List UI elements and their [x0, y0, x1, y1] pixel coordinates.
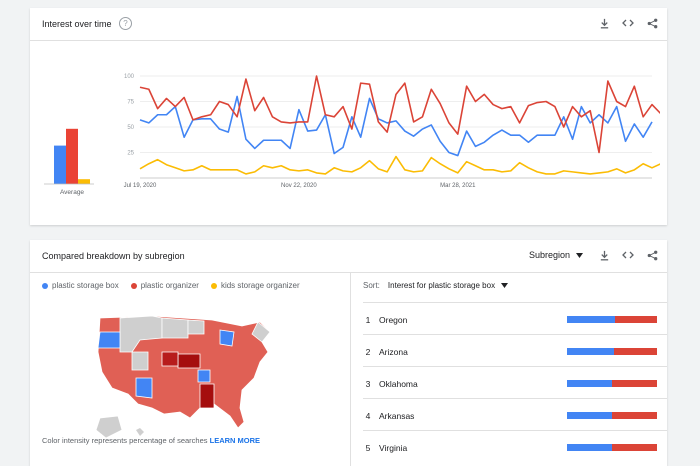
region-name: Arizona — [379, 347, 408, 357]
card-header: Interest over time ? — [30, 8, 667, 41]
bar-red — [614, 316, 657, 323]
region-name: Arkansas — [379, 411, 415, 421]
embed-icon[interactable] — [621, 16, 635, 30]
region-name: Oklahoma — [379, 379, 418, 389]
region-name: Virginia — [379, 443, 408, 453]
average-bar — [66, 128, 78, 184]
map-region-dark — [199, 383, 215, 409]
x-tick-label: Mar 28, 2021 — [440, 183, 476, 189]
region-bar — [567, 348, 657, 355]
legend-label: plastic storage box — [52, 281, 119, 290]
region-bar — [567, 412, 657, 419]
download-icon[interactable] — [597, 248, 611, 262]
series-line-plastic-organizer[interactable] — [139, 75, 660, 154]
region-row[interactable]: 1 Oregon — [363, 302, 667, 334]
bar-red — [612, 412, 657, 419]
sort-dropdown[interactable]: Interest for plastic storage box — [387, 281, 509, 290]
bar-blue — [567, 348, 614, 355]
bar-blue — [567, 316, 615, 323]
region-rank: 2 — [365, 347, 371, 357]
y-tick-label: 50 — [127, 125, 134, 131]
x-tick-label: Jul 19, 2020 — [124, 183, 157, 189]
sort-bar: Sort: Interest for plastic storage box — [363, 281, 509, 290]
legend-item: kids storage organizer — [210, 281, 300, 290]
bar-red — [613, 348, 657, 355]
region-bar — [567, 444, 657, 451]
divider — [350, 272, 351, 466]
region-rank: 3 — [365, 379, 371, 389]
interest-line-chart: 100 75 50 25 Jul 19, 2020 Nov 22, 2020 Mar 28,… — [124, 74, 660, 189]
region-row[interactable]: 3 Oklahoma — [363, 366, 667, 398]
map-note: Color intensity represents percentage of… — [42, 436, 260, 445]
region-list: 1 Oregon 2 Arizona 3 Oklahoma 4 Arkansas… — [363, 302, 667, 462]
bar-red — [612, 444, 657, 451]
map-region-gray — [251, 321, 271, 343]
map-region-arizona — [135, 377, 153, 399]
map-region-dark — [161, 351, 179, 367]
y-tick-label: 100 — [124, 74, 135, 80]
sort-value: Interest for plastic storage box — [387, 281, 496, 290]
legend-item: plastic organizer — [130, 281, 199, 290]
subregion-selector[interactable]: Subregion — [529, 250, 583, 260]
embed-icon[interactable] — [621, 248, 635, 262]
map-note-text: Color intensity represents percentage of… — [42, 436, 208, 445]
map-region-dark — [177, 353, 201, 369]
legend-item: plastic storage box — [42, 281, 119, 290]
legend-label: kids storage organizer — [220, 281, 300, 290]
download-icon[interactable] — [597, 16, 611, 30]
subregion-card: Compared breakdown by subregion Subregio… — [30, 240, 667, 466]
header-actions — [597, 16, 659, 30]
subregion-selector-label: Subregion — [528, 250, 570, 260]
region-row[interactable]: 5 Virginia — [363, 430, 667, 462]
map-region-gray — [131, 351, 149, 371]
region-row[interactable]: 2 Arizona — [363, 334, 667, 366]
card-title: Interest over time — [42, 19, 112, 29]
x-tick-label: Nov 22, 2020 — [281, 183, 317, 189]
region-rank: 1 — [365, 315, 371, 325]
region-rank: 5 — [365, 443, 371, 453]
map-region-alaska — [95, 415, 123, 439]
interest-over-time-card: Interest over time ? Average 100 75 50 25 Ju… — [30, 8, 667, 225]
y-tick-label: 25 — [127, 151, 134, 157]
map-region-michigan — [219, 329, 235, 347]
header-actions: Subregion — [529, 248, 659, 262]
average-bar — [78, 179, 90, 184]
legend: plastic storage box plastic organizer ki… — [42, 281, 300, 290]
bar-blue — [567, 380, 612, 387]
dropdown-arrow-icon — [501, 283, 509, 288]
share-icon[interactable] — [645, 16, 659, 30]
region-row[interactable]: 4 Arkansas — [363, 398, 667, 430]
learn-more-link[interactable]: LEARN MORE — [209, 436, 261, 445]
average-bar — [54, 145, 66, 184]
series-line-plastic-storage-box[interactable] — [139, 95, 653, 157]
card-title: Compared breakdown by subregion — [42, 251, 185, 261]
share-icon[interactable] — [645, 248, 659, 262]
dropdown-arrow-icon — [576, 252, 583, 258]
y-tick-label: 75 — [127, 100, 134, 106]
legend-dot — [42, 282, 48, 289]
region-name: Oregon — [379, 315, 408, 325]
region-rank: 4 — [365, 411, 371, 421]
sort-label: Sort: — [363, 281, 380, 290]
map-region-oregon — [97, 331, 121, 349]
average-bar-chart: Average — [44, 128, 94, 196]
map-region-gray — [161, 317, 189, 339]
map-region-blue — [197, 369, 211, 383]
card-header: Compared breakdown by subregion Subregio… — [30, 240, 667, 273]
bar-blue — [567, 444, 612, 451]
legend-label: plastic organizer — [140, 281, 199, 290]
series-line-kids-storage-organizer[interactable] — [139, 155, 660, 175]
map-region-hawaii — [136, 428, 144, 436]
region-bar — [567, 316, 657, 323]
help-icon[interactable]: ? — [119, 17, 132, 30]
us-map[interactable] — [92, 312, 292, 442]
legend-dot — [210, 282, 217, 289]
map-region-gray — [119, 315, 163, 353]
bar-red — [612, 380, 657, 387]
legend-dot — [130, 282, 137, 289]
bar-blue — [567, 412, 612, 419]
average-label: Average — [60, 189, 84, 196]
map-region-gray — [187, 319, 205, 335]
region-bar — [567, 380, 657, 387]
